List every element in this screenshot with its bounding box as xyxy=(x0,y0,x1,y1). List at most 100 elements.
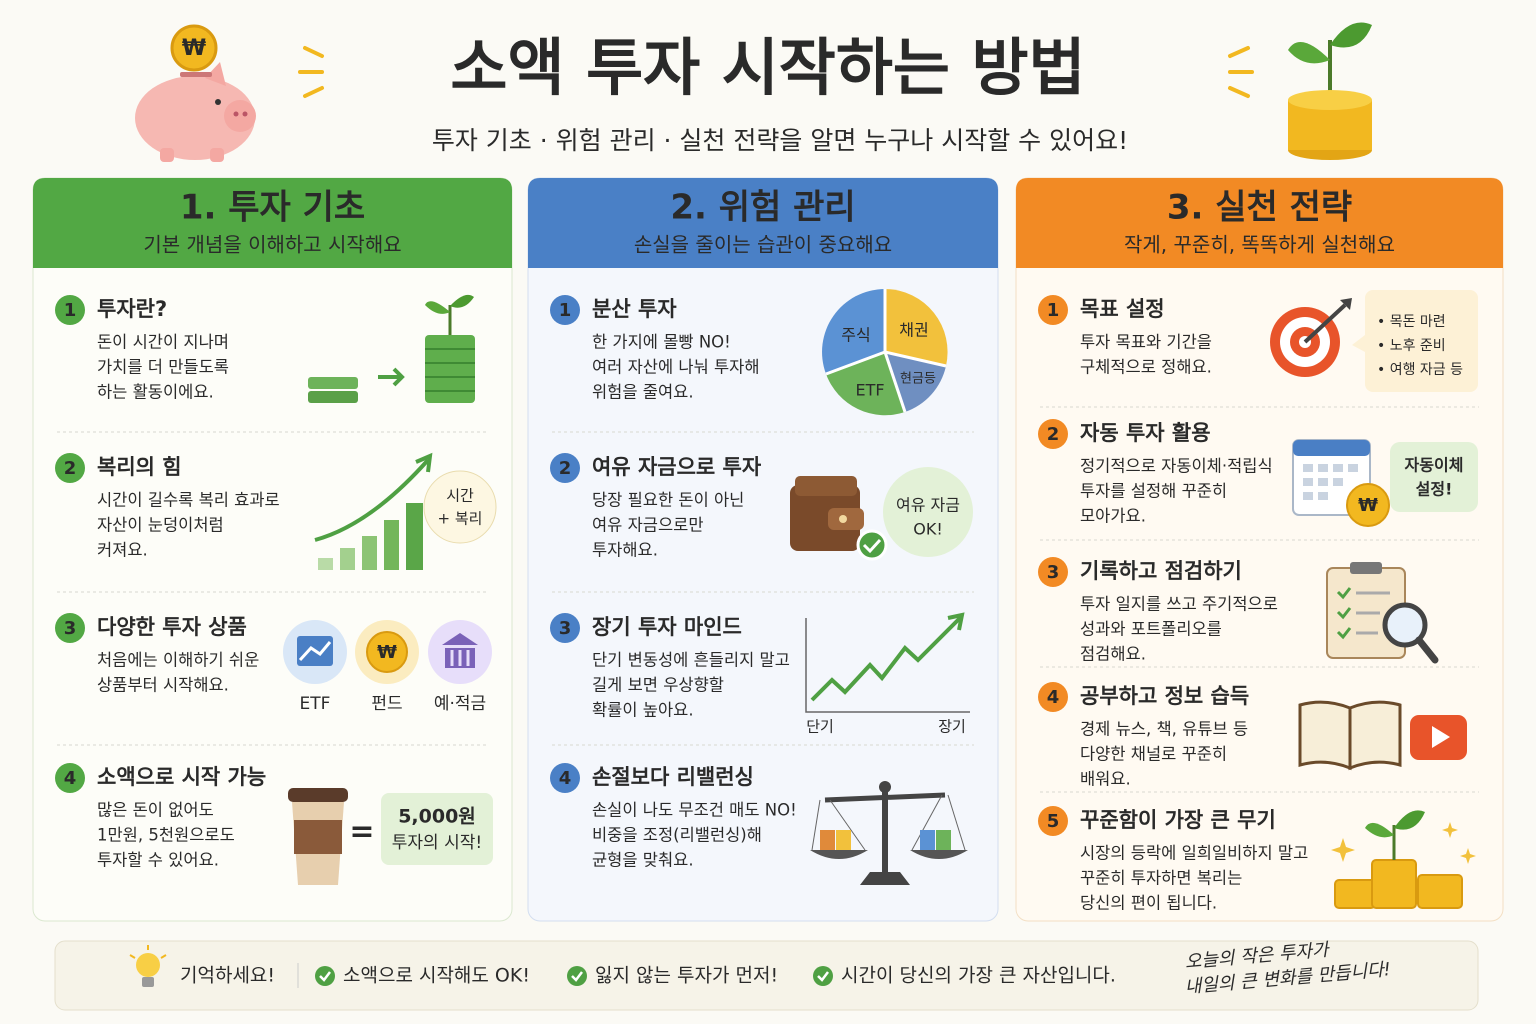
pie-label: 현금등 xyxy=(900,372,936,387)
column-title: 3. 실천 전략 xyxy=(1167,188,1352,228)
item-number: 3 xyxy=(64,618,77,639)
footer-point: 시간이 당신의 가장 큰 자산입니다. xyxy=(841,965,1116,987)
item-title: 분산 투자 xyxy=(592,297,677,321)
balance-scale-part xyxy=(882,790,888,875)
item-body-line: 당신의 편이 됩니다. xyxy=(1080,894,1217,913)
goal-text: • 여행 자금 등 xyxy=(1377,362,1463,378)
item-title: 투자란? xyxy=(97,297,167,321)
compound-chart-icon-part xyxy=(340,548,355,570)
compound-chart-icon-part xyxy=(314,458,430,542)
coin-symbol: ₩ xyxy=(377,642,397,663)
coin-symbol: ₩ xyxy=(1358,495,1378,516)
bubble-text: + 복리 xyxy=(438,510,483,528)
calendar-icon-part xyxy=(1390,442,1478,512)
column-title: 2. 위험 관리 xyxy=(670,188,855,228)
item-body-line: 꾸준히 투자하면 복리는 xyxy=(1080,869,1242,888)
coins-sprout-icon xyxy=(1331,810,1476,909)
plant-coins-part xyxy=(1288,42,1330,64)
calendar-icon-part-part xyxy=(1348,464,1358,472)
book-video-icon xyxy=(1298,700,1467,771)
badge-text: OK! xyxy=(913,520,943,539)
long-term-chart-part xyxy=(947,612,965,631)
pie-icon-part-part xyxy=(884,350,947,368)
balance-scale-part xyxy=(911,794,943,851)
coffee-cup-icon-part xyxy=(288,788,348,802)
long-term-chart xyxy=(805,612,970,713)
item-number: 1 xyxy=(64,300,77,321)
wallet-icon-part xyxy=(790,485,860,551)
item-number: 2 xyxy=(1047,424,1060,445)
item-number: 3 xyxy=(1047,562,1060,583)
compound-chart-icon-part xyxy=(415,452,433,473)
item-number: 1 xyxy=(1047,300,1060,321)
footer-box xyxy=(54,940,1479,1011)
item-title: 손절보다 리밸런싱 xyxy=(592,765,754,789)
calendar-icon-part-part xyxy=(1303,464,1313,472)
compound-chart-icon xyxy=(314,452,497,570)
item-number: 1 xyxy=(559,300,572,321)
money-growth-icon-part xyxy=(308,391,358,403)
piggy-bank-part xyxy=(170,24,218,72)
pie-icon-part xyxy=(885,289,948,366)
pie-icon-part xyxy=(822,289,885,374)
item-body-line: 시간이 길수록 복리 효과로 xyxy=(97,491,280,510)
item-number: 3 xyxy=(559,618,572,639)
money-growth-icon-part xyxy=(425,301,450,314)
item-number-badge xyxy=(550,295,580,325)
piggy-bank-part xyxy=(205,62,226,86)
pie-label: 채권 xyxy=(899,321,928,340)
item-body-line: 점검해요. xyxy=(1080,645,1146,664)
item-body-line: 확률이 높아요. xyxy=(592,701,694,720)
footer-box-part-part xyxy=(160,954,167,959)
note-text: 투자의 시작! xyxy=(392,833,482,853)
item-body-line: 상품부터 시작해요. xyxy=(97,676,229,695)
badge-text: 여유 자금 xyxy=(896,496,960,515)
balance-scale-part xyxy=(947,794,966,851)
item-number-badge xyxy=(55,613,85,643)
item-body-line: 비중을 조정(리밸런싱)해 xyxy=(592,826,762,845)
column-title: 1. 투자 기초 xyxy=(180,188,365,228)
balance-scale-part xyxy=(836,830,851,850)
item-body-line: 다양한 채널로 꾸준히 xyxy=(1080,745,1227,764)
item-body-line: 한 가지에 몰빵 NO! xyxy=(592,333,731,352)
item-title: 소액으로 시작 가능 xyxy=(97,765,266,789)
goal-text: • 목돈 마련 xyxy=(1377,314,1446,330)
target-icon-part xyxy=(1340,298,1352,310)
pie-icon-part xyxy=(825,289,947,413)
column-subtitle: 손실을 줄이는 습관이 중요해요 xyxy=(634,233,892,257)
check-mark xyxy=(571,971,583,982)
item-number-badge xyxy=(1038,295,1068,325)
balance-scale-part xyxy=(910,850,968,859)
item-body-line: 정기적으로 자동이체·적립식 xyxy=(1080,457,1273,476)
calendar-icon-part xyxy=(1293,440,1370,456)
money-growth-icon xyxy=(308,294,475,403)
wallet-icon-part xyxy=(795,476,857,496)
equals-sign: = xyxy=(349,815,374,850)
item-body-line: 여유 자금으로만 xyxy=(592,516,704,535)
coin-symbol: ₩ xyxy=(182,36,206,61)
item-body-line: 하는 활동이에요. xyxy=(97,383,214,402)
item-number-badge xyxy=(55,453,85,483)
product-icons xyxy=(283,620,492,684)
balance-scale-part xyxy=(829,799,866,851)
item-body-line: 투자 일지를 쓰고 주기적으로 xyxy=(1080,595,1278,614)
pie-label: 주식 xyxy=(841,326,870,345)
item-title: 복리의 힘 xyxy=(97,455,182,479)
item-title: 기록하고 점검하기 xyxy=(1080,559,1242,583)
item-title: 꾸준함이 가장 큰 무기 xyxy=(1080,808,1276,832)
clipboard-icon-part xyxy=(1350,562,1382,574)
item-body-line: 커져요. xyxy=(97,541,148,560)
footer-point: 소액으로 시작해도 OK! xyxy=(343,965,530,987)
target-icon-part xyxy=(1352,335,1365,352)
item-title: 자동 투자 활용 xyxy=(1080,421,1211,445)
check-icon xyxy=(567,966,587,986)
calendar-icon-part-part xyxy=(1333,464,1343,472)
check-icon xyxy=(813,966,833,986)
piggy-bank-part xyxy=(180,72,212,77)
item-title: 공부하고 정보 습득 xyxy=(1080,684,1249,708)
item-number: 5 xyxy=(1047,811,1060,832)
wallet-icon-part xyxy=(856,529,888,561)
target-icon-part xyxy=(1303,303,1347,344)
